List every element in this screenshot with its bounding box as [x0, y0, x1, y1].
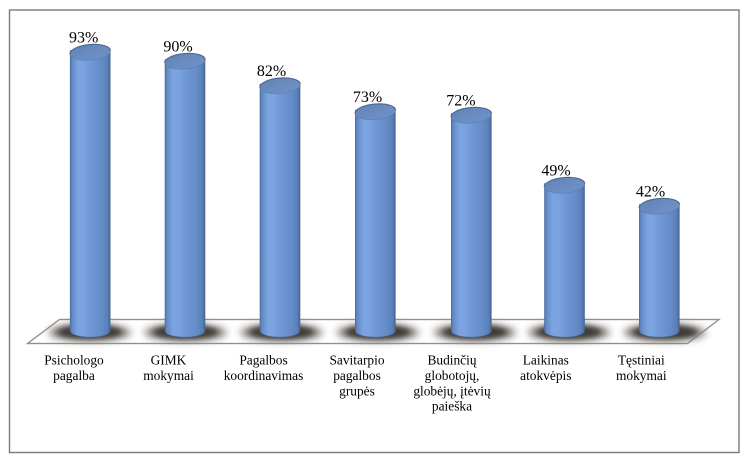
- svg-text:paieška: paieška: [432, 399, 472, 414]
- svg-text:globėjų, įtėvių: globėjų, įtėvių: [413, 383, 491, 398]
- svg-text:93%: 93%: [69, 30, 98, 47]
- svg-text:Savitarpio: Savitarpio: [329, 353, 384, 368]
- svg-text:73%: 73%: [353, 89, 382, 106]
- svg-text:pagalbos: pagalbos: [333, 368, 381, 383]
- svg-text:82%: 82%: [257, 63, 286, 80]
- svg-text:atokvėpis: atokvėpis: [520, 368, 571, 383]
- svg-text:42%: 42%: [636, 184, 665, 201]
- svg-text:koordinavimas: koordinavimas: [224, 368, 304, 383]
- svg-text:Pagalbos: Pagalbos: [239, 353, 287, 368]
- svg-text:pagalba: pagalba: [53, 368, 95, 383]
- svg-text:Tęstiniai: Tęstiniai: [618, 353, 665, 368]
- svg-text:mokymai: mokymai: [616, 368, 667, 383]
- svg-text:72%: 72%: [446, 93, 475, 110]
- svg-text:grupės: grupės: [339, 383, 375, 398]
- svg-text:Budinčių: Budinčių: [427, 353, 476, 368]
- svg-text:90%: 90%: [163, 39, 192, 56]
- svg-text:49%: 49%: [541, 163, 570, 180]
- svg-text:Psichologo: Psichologo: [44, 353, 104, 368]
- svg-text:mokymai: mokymai: [143, 368, 194, 383]
- svg-text:globotojų,: globotojų,: [425, 368, 480, 383]
- svg-text:GIMK: GIMK: [151, 353, 187, 368]
- svg-text:Laikinas: Laikinas: [523, 353, 569, 368]
